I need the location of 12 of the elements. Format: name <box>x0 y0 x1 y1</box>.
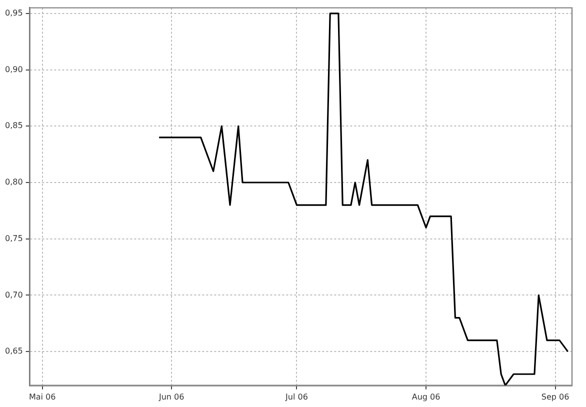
x-tick-label: Aug 06 <box>412 392 440 402</box>
x-tick-label: Jun 06 <box>158 392 184 402</box>
y-tick-label: 0,80 <box>5 178 23 187</box>
y-tick-label: 0,70 <box>5 290 23 300</box>
x-tick-label: Jul 06 <box>284 392 308 402</box>
y-tick-label: 0,85 <box>5 121 23 130</box>
y-tick-label: 0,95 <box>5 8 23 18</box>
x-tick-label: Mai 06 <box>28 392 56 402</box>
y-tick-label: 0,90 <box>5 64 23 74</box>
y-tick-label: 0,65 <box>5 346 23 356</box>
y-tick-label: 0,75 <box>5 234 23 243</box>
x-tick-label: Sep 06 <box>541 392 570 402</box>
